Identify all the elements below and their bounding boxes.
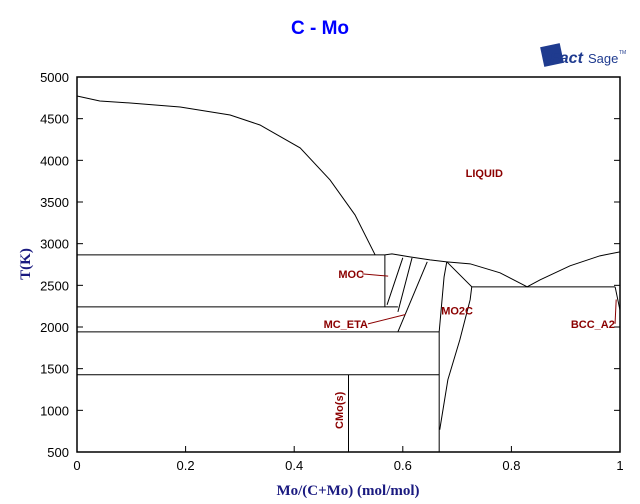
phase-boundary-10 [397, 261, 428, 333]
phase-label-bcc-a2: BCC_A2 [571, 319, 615, 331]
y-tick-label: 3500 [40, 195, 69, 210]
y-tick-label: 500 [47, 445, 69, 460]
phase-label-mc-eta: MC_ETA [324, 319, 368, 331]
x-tick-label: 0.8 [502, 458, 520, 473]
x-tick-label: 1 [616, 458, 623, 473]
y-tick-label: 1500 [40, 362, 69, 377]
phase-boundary-12 [439, 261, 473, 430]
phase-boundary-13 [446, 251, 621, 288]
label-leader-line [362, 273, 389, 277]
svg-text:Sage: Sage [588, 51, 618, 66]
y-tick-label: 3000 [40, 237, 69, 252]
y-tick-label: 4000 [40, 153, 69, 168]
phase-boundary-8 [386, 257, 404, 305]
phase-label-cmo-s-: CMo(s) [334, 391, 346, 429]
x-axis-label: Mo/(C+Mo) (mol/mol) [276, 483, 419, 499]
y-tick-label: 2500 [40, 278, 69, 293]
phase-label-liquid: LIQUID [466, 168, 503, 180]
svg-text:Fact: Fact [550, 50, 584, 67]
plot-frame [76, 76, 621, 453]
phase-label-moc: MOC [338, 269, 364, 281]
y-tick-label: 5000 [40, 70, 69, 85]
phase-boundary-7 [384, 253, 447, 263]
phase-boundary-11 [438, 261, 448, 452]
chart-title: C - Mo [290, 18, 350, 39]
x-tick-label: 0.6 [394, 458, 412, 473]
x-tick-label: 0.4 [285, 458, 303, 473]
y-tick-label: 4500 [40, 112, 69, 127]
factsage-logo: Fact Sage TM [540, 43, 626, 67]
label-leader-line [367, 314, 406, 325]
phase-boundary-0 [76, 95, 376, 256]
x-tick-label: 0 [73, 458, 80, 473]
label-leader-line [614, 299, 617, 324]
y-tick-label: 2000 [40, 320, 69, 335]
phase-labels: LIQUID MOC MC_ETA MO2C BCC_A2 CMo(s) [324, 168, 617, 429]
axis-ticks: 0 0.2 0.4 0.6 0.8 150010001500200025003000350… [40, 70, 624, 473]
svg-text:TM: TM [619, 50, 626, 56]
y-tick-label: 1000 [40, 403, 69, 418]
phase-label-mo2c: MO2C [441, 306, 473, 318]
x-tick-label: 0.2 [177, 458, 195, 473]
y-axis-label: T(K) [18, 248, 34, 280]
phase-boundary-9 [397, 257, 413, 312]
